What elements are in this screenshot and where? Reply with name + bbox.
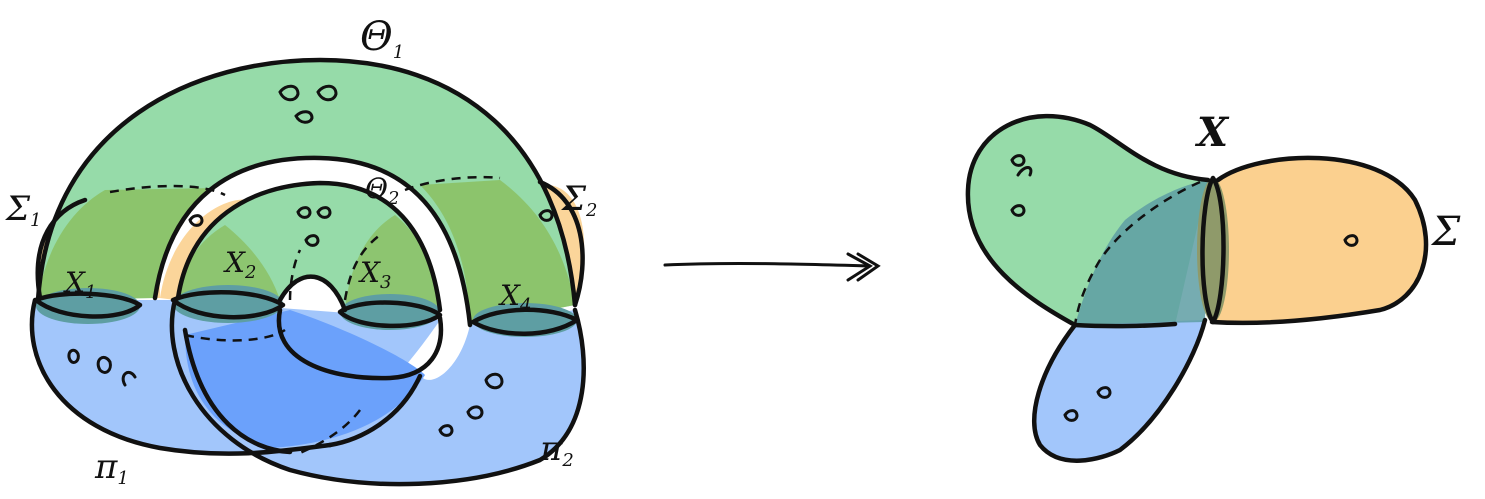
sigma-surface: [1210, 158, 1426, 323]
blue-top-edge: [1075, 324, 1175, 326]
sigma1-label: Σ1: [4, 189, 42, 231]
x-label: X: [1194, 109, 1230, 156]
sigma-label: Σ: [1430, 209, 1461, 255]
pi1-label: π1: [94, 447, 129, 489]
sigma2-label: Σ2: [560, 179, 598, 221]
theta1-label: Θ1: [360, 14, 404, 63]
left-figure: Θ1 Θ2 Σ1 Σ2 X1 X2 X3 X4 π1 π2: [4, 14, 598, 489]
double-head-arrow-icon: [665, 254, 878, 280]
blue-surface: [1034, 320, 1205, 461]
right-figure: X Σ: [968, 109, 1461, 461]
